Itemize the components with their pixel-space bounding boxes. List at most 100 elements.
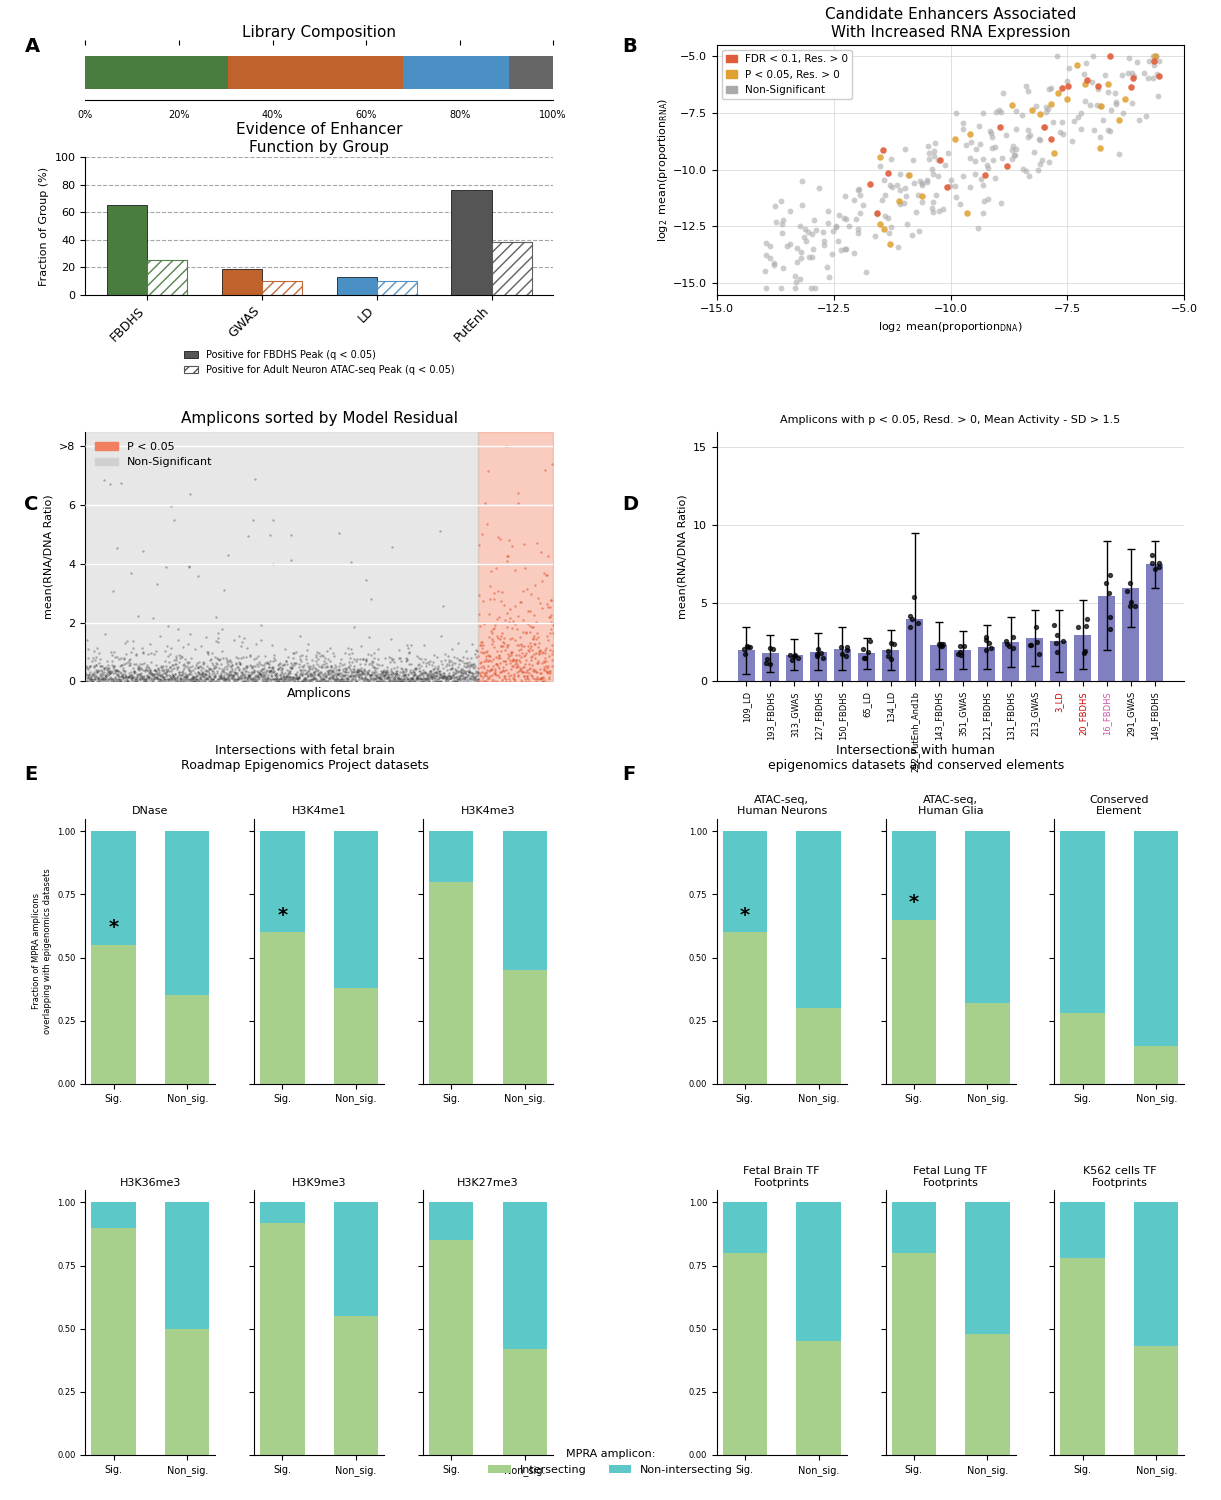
Point — [383, 664, 403, 688]
Point — [142, 668, 161, 692]
Point — [385, 650, 404, 674]
Point — [175, 664, 194, 688]
Point — [136, 668, 155, 692]
Point — [403, 663, 422, 687]
Point — [310, 663, 330, 687]
Point — [193, 650, 212, 674]
Point — [492, 658, 512, 682]
Point — [364, 640, 383, 664]
Point — [386, 662, 405, 686]
Point — [973, 147, 993, 171]
Point — [261, 662, 281, 686]
Point — [139, 662, 159, 686]
Point — [845, 240, 864, 264]
Point — [440, 663, 459, 687]
Point — [1044, 612, 1063, 636]
Point — [1123, 66, 1143, 90]
Point — [242, 668, 261, 692]
Point — [84, 656, 104, 680]
Point — [398, 668, 418, 692]
Point — [1100, 118, 1120, 142]
Point — [107, 669, 127, 693]
Point — [375, 646, 394, 670]
Point — [177, 664, 197, 688]
Point — [1042, 92, 1061, 116]
Point — [298, 654, 317, 678]
Point — [289, 656, 309, 680]
Point — [424, 666, 443, 690]
Point — [199, 657, 219, 681]
Point — [391, 650, 410, 674]
Point — [780, 200, 800, 223]
Point — [189, 654, 209, 678]
Point — [322, 664, 342, 688]
Point — [132, 666, 151, 690]
Point — [368, 638, 387, 662]
Point — [447, 646, 466, 670]
Point — [199, 666, 219, 690]
Point — [123, 662, 143, 686]
Point — [96, 664, 116, 688]
Point — [217, 654, 237, 678]
Point — [525, 624, 545, 648]
Point — [1118, 45, 1138, 69]
Point — [431, 662, 451, 686]
Point — [219, 650, 238, 674]
Point — [333, 663, 353, 687]
Point — [415, 660, 435, 684]
Point — [513, 656, 532, 680]
Point — [132, 666, 151, 690]
Point — [1035, 114, 1055, 138]
Point — [1042, 128, 1061, 152]
Point — [527, 651, 547, 675]
Point — [300, 656, 320, 680]
Point — [540, 604, 559, 628]
Point — [106, 658, 126, 682]
Point — [151, 668, 171, 692]
Point — [308, 669, 327, 693]
Point — [1121, 572, 1140, 596]
Point — [982, 120, 1001, 144]
Point — [436, 664, 455, 688]
Point — [239, 664, 259, 688]
Point — [380, 669, 399, 693]
Point — [1026, 615, 1045, 639]
Point — [160, 656, 179, 680]
Point — [98, 652, 117, 676]
Point — [159, 644, 178, 668]
Point — [1004, 135, 1023, 159]
Point — [164, 666, 183, 690]
Point — [757, 646, 777, 670]
Point — [133, 640, 153, 664]
Point — [495, 658, 514, 682]
Point — [459, 650, 479, 674]
Point — [208, 630, 227, 654]
Point — [125, 652, 144, 676]
Point — [189, 662, 209, 686]
Point — [327, 660, 347, 684]
Point — [303, 663, 322, 687]
Point — [107, 668, 127, 692]
Point — [398, 669, 418, 693]
Point — [258, 658, 277, 682]
Point — [310, 644, 330, 668]
Title: Amplicons sorted by Model Residual: Amplicons sorted by Model Residual — [181, 411, 458, 426]
Point — [232, 663, 252, 687]
Point — [284, 651, 304, 675]
Point — [763, 638, 783, 662]
Point — [475, 492, 495, 516]
Point — [81, 664, 100, 688]
Point — [313, 644, 332, 668]
Point — [302, 663, 321, 687]
Point — [313, 668, 332, 692]
Point — [1099, 580, 1118, 604]
Point — [462, 664, 481, 688]
Point — [1053, 76, 1072, 101]
Point — [922, 196, 941, 220]
Point — [248, 652, 267, 676]
Point — [154, 664, 173, 688]
Point — [232, 663, 252, 687]
Point — [835, 237, 855, 261]
Point — [247, 663, 266, 687]
Point — [355, 652, 375, 676]
